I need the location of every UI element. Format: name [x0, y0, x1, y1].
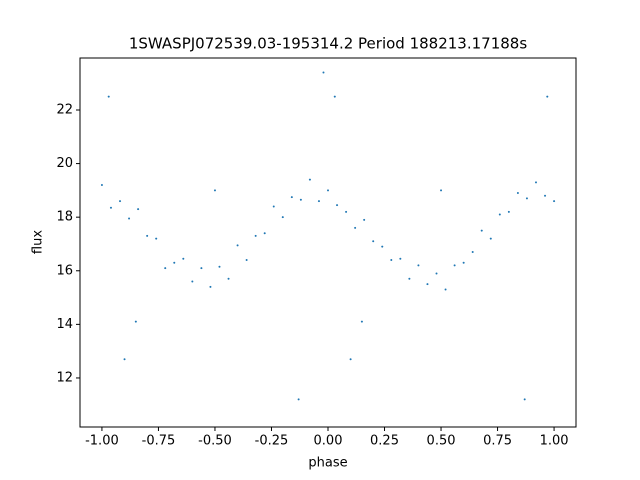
point: [245, 259, 248, 262]
point: [155, 237, 158, 240]
x-tick-label: 0.50: [427, 434, 456, 449]
point: [146, 234, 149, 237]
point: [236, 244, 239, 247]
point: [453, 264, 456, 267]
point: [345, 210, 348, 213]
point: [408, 277, 411, 280]
point: [516, 192, 519, 195]
point: [263, 232, 266, 235]
point: [327, 189, 329, 192]
point: [372, 240, 375, 243]
point: [471, 251, 474, 254]
point: [308, 178, 311, 181]
point: [435, 272, 438, 275]
point: [299, 198, 302, 201]
y-tick-label: 18: [56, 210, 73, 225]
y-tick-label: 12: [56, 370, 73, 385]
point: [498, 213, 501, 216]
point: [119, 200, 122, 203]
point: [322, 71, 325, 74]
point: [534, 181, 537, 184]
point: [134, 320, 137, 323]
x-tick-label: -1.00: [85, 434, 119, 449]
y-tick-label: 22: [56, 102, 73, 117]
point: [182, 257, 185, 260]
point: [100, 184, 103, 187]
y-tick-label: 16: [56, 263, 73, 278]
point: [440, 189, 443, 192]
point: [107, 95, 110, 98]
point: [480, 229, 483, 232]
x-axis-label: phase: [308, 456, 347, 471]
point: [354, 226, 357, 229]
plot-frame: [79, 57, 577, 428]
point: [426, 283, 429, 286]
point: [109, 206, 112, 209]
x-tick-label: -0.50: [198, 434, 232, 449]
point: [381, 245, 384, 248]
point: [360, 320, 363, 323]
x-tick-label: -0.25: [255, 434, 289, 449]
point: [317, 200, 320, 203]
x-tick-label: 0.00: [314, 434, 343, 449]
point: [363, 218, 366, 221]
point: [462, 261, 465, 264]
point: [227, 277, 230, 280]
point: [333, 95, 336, 98]
point: [544, 194, 547, 197]
point: [390, 259, 393, 262]
point: [281, 216, 284, 219]
point: [349, 358, 352, 361]
point: [272, 205, 275, 208]
point: [123, 358, 126, 361]
point: [254, 234, 257, 237]
point: [417, 264, 420, 267]
x-tick-label: 0.75: [483, 434, 512, 449]
point: [191, 280, 194, 283]
point: [399, 257, 402, 260]
y-axis-label: flux: [31, 230, 46, 254]
point: [200, 267, 203, 270]
point: [523, 398, 526, 401]
y-tick-label: 20: [56, 156, 73, 171]
point: [137, 208, 140, 211]
x-tick-label: -0.75: [142, 434, 176, 449]
x-tick-label: 0.25: [370, 434, 399, 449]
point: [209, 285, 212, 288]
point: [507, 210, 510, 213]
chart-title: 1SWASPJ072539.03-195314.2 Period 188213.…: [129, 35, 527, 53]
point: [546, 95, 549, 98]
point: [173, 261, 176, 264]
point: [218, 265, 221, 268]
x-tick-label: 1.00: [540, 434, 569, 449]
y-tick-label: 14: [56, 317, 73, 332]
point: [489, 237, 492, 240]
point: [297, 398, 300, 401]
point: [128, 217, 131, 220]
point: [336, 204, 339, 207]
point: [213, 189, 216, 192]
point: [525, 197, 528, 200]
point: [553, 200, 556, 203]
point: [164, 267, 167, 270]
point: [444, 288, 447, 291]
point: [290, 196, 293, 199]
